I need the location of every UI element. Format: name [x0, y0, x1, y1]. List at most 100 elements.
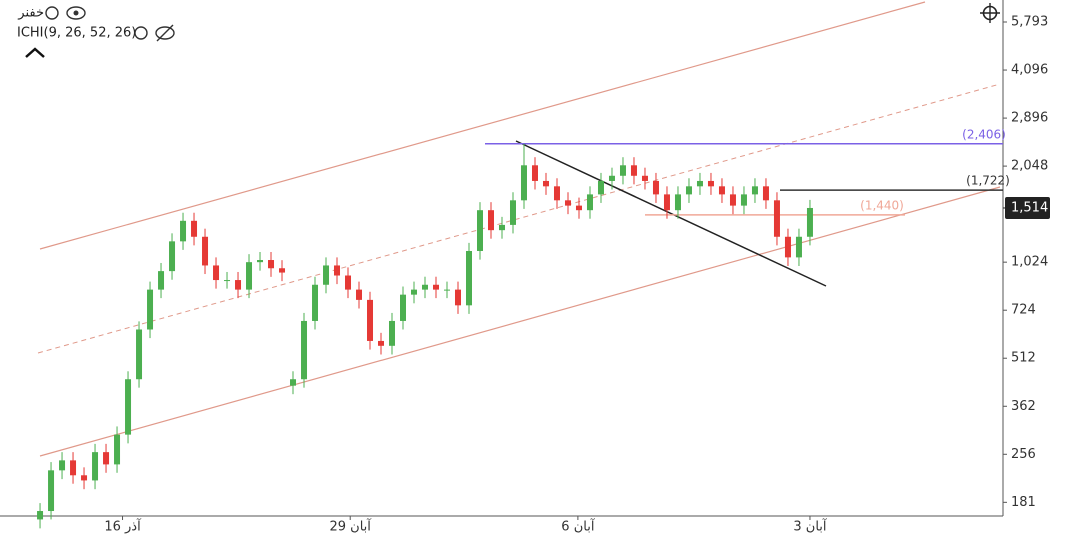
candle-body — [806, 207, 813, 237]
candle-body — [476, 210, 483, 251]
candle-body — [630, 165, 637, 176]
visibility-icon[interactable] — [66, 6, 86, 20]
candle-body — [147, 289, 154, 330]
candle-body — [37, 511, 44, 520]
crosshair-icon[interactable] — [980, 3, 1000, 23]
candle-body — [213, 265, 220, 281]
y-tick-label: 4,096 — [1011, 63, 1048, 78]
y-tick-label: 724 — [1011, 303, 1036, 318]
candle-body — [114, 434, 121, 465]
y-tick-label: 362 — [1011, 399, 1036, 414]
channel-lower — [39, 186, 1001, 457]
candle-body — [59, 460, 66, 471]
candle-body — [685, 186, 692, 195]
candle-body — [718, 186, 725, 195]
price-tag — [1005, 196, 1050, 219]
y-tick-label: 181 — [1011, 495, 1036, 510]
candle-body — [70, 460, 77, 476]
candle-body — [158, 271, 165, 290]
y-tick-label: 1,024 — [1011, 255, 1048, 270]
candle-body — [608, 175, 615, 181]
candle-body — [674, 194, 681, 211]
candle-body — [740, 194, 747, 206]
candle-body — [619, 165, 626, 176]
candle-body — [367, 299, 374, 341]
candle-body — [652, 180, 659, 195]
price-line-label: (1,722) — [966, 174, 1010, 188]
candle-body — [773, 200, 780, 237]
candle-body — [48, 470, 55, 512]
candle-body — [301, 320, 308, 380]
collapse-caret[interactable] — [25, 47, 45, 58]
candle-body — [345, 275, 352, 290]
candle-body — [180, 220, 187, 242]
candle-body — [498, 224, 505, 231]
candle-body — [586, 194, 593, 211]
candle-body — [553, 186, 560, 201]
price-line-label: (1,440) — [860, 198, 904, 212]
candle-body — [81, 475, 88, 481]
candle-body — [125, 379, 132, 435]
candle-body — [202, 236, 209, 266]
candle-body — [465, 250, 472, 306]
channel-upper — [39, 1, 926, 250]
candle-body — [707, 180, 714, 187]
y-tick-label: 256 — [1011, 447, 1036, 462]
x-tick-label: آبان 6 — [561, 518, 596, 535]
indicator-label: ICHI(9, 26, 52, 26) — [17, 26, 136, 41]
candle-body — [520, 165, 527, 201]
candle-body — [312, 284, 319, 321]
visibility-icon-pupil — [73, 10, 79, 16]
candle-body — [784, 236, 791, 258]
candle-body — [575, 205, 582, 211]
candle-body — [762, 186, 769, 201]
candle-body — [334, 265, 341, 276]
price-line-label: (2,406) — [962, 127, 1006, 141]
candle-body — [696, 180, 703, 187]
symbol: خفنر — [17, 6, 44, 21]
candle-body — [729, 194, 736, 206]
candle-body — [597, 180, 604, 195]
x-tick-label: آبان 29 — [329, 518, 372, 535]
candle-body — [663, 194, 670, 211]
candle-body — [323, 265, 330, 285]
candle-body — [257, 260, 264, 263]
candle-body — [564, 200, 571, 206]
indicator-hide-slash — [156, 24, 174, 42]
candle-body — [443, 289, 450, 291]
candle-body — [751, 186, 758, 195]
price-tag-label: 1,514 — [1011, 200, 1048, 215]
y-tick-label: 2,896 — [1011, 111, 1048, 126]
plot-area — [37, 143, 1003, 529]
candle-body — [509, 200, 516, 225]
candle-body — [290, 379, 297, 386]
candle-body — [191, 220, 198, 237]
indicator-hide-icon[interactable] — [155, 26, 175, 40]
indicator-settings-icon[interactable] — [134, 26, 148, 40]
candle-body — [795, 236, 802, 258]
candle-body — [454, 289, 461, 306]
candle-body — [268, 260, 275, 269]
candle-body — [224, 280, 231, 282]
candle-body — [411, 289, 418, 295]
trend-line — [515, 140, 827, 287]
candle-body — [169, 241, 176, 272]
candle-body — [531, 165, 538, 181]
candle-body — [136, 329, 143, 380]
candle-body — [378, 340, 385, 346]
settings-icon[interactable] — [45, 6, 59, 20]
candle-body — [389, 320, 396, 346]
candle-body — [641, 175, 648, 181]
candle-body — [279, 268, 286, 273]
candle-body — [103, 452, 110, 465]
y-tick-label: 2,048 — [1011, 159, 1048, 174]
candle-body — [235, 280, 242, 290]
candle-body — [542, 180, 549, 187]
x-tick-label: آبان 3 — [793, 518, 828, 535]
y-tick-label: 512 — [1011, 351, 1036, 366]
channel-middle — [37, 83, 1001, 354]
candle-body — [92, 452, 99, 481]
candle-body — [400, 294, 407, 321]
